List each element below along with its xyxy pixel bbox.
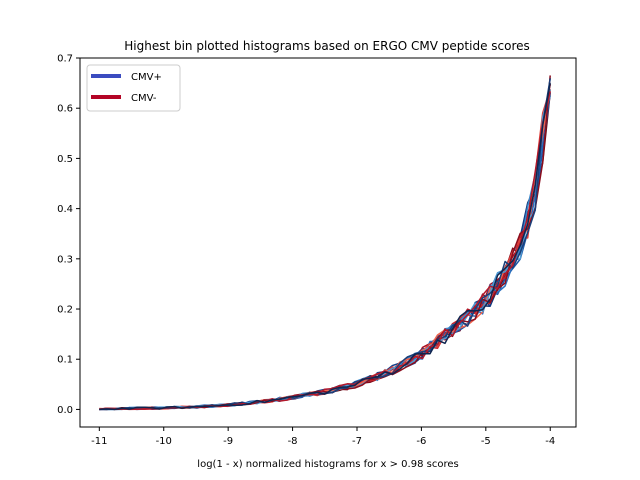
legend-label-cmv-minus: CMV-: [131, 93, 157, 104]
x-tick-label: -6: [416, 436, 426, 447]
legend-label-cmv-plus: CMV+: [131, 72, 162, 83]
y-tick-label: 0.1: [57, 355, 73, 366]
plot-lines: [99, 75, 551, 411]
x-axis-label: log(1 - x) normalized histograms for x >…: [197, 459, 458, 470]
y-tick-label: 0.2: [57, 305, 73, 316]
x-tick-label: -7: [352, 436, 362, 447]
y-tick-label: 0.6: [57, 104, 73, 115]
x-axis: -11 -10 -9 -8 -7 -6 -5 -4: [91, 427, 555, 447]
y-tick-label: 0.0: [57, 405, 73, 416]
y-tick-label: 0.3: [57, 254, 73, 265]
x-tick-label: -4: [545, 436, 555, 447]
x-tick-label: -5: [481, 436, 491, 447]
x-tick-label: -10: [156, 436, 172, 447]
series-line-cmv-minus: [99, 91, 551, 411]
chart-title: Highest bin plotted histograms based on …: [124, 39, 530, 53]
y-tick-label: 0.5: [57, 154, 73, 165]
x-tick-label: -9: [223, 436, 233, 447]
y-tick-label: 0.4: [57, 204, 73, 215]
legend: CMV+ CMV-: [86, 64, 181, 112]
series-line-cmv-plus: [99, 82, 551, 411]
x-tick-label: -11: [91, 436, 107, 447]
y-axis: 0.0 0.1 0.2 0.3 0.4 0.5 0.6 0.7: [57, 54, 80, 416]
plot-frame: [79, 57, 577, 428]
x-tick-label: -8: [288, 436, 298, 447]
y-tick-label: 0.7: [57, 54, 73, 65]
